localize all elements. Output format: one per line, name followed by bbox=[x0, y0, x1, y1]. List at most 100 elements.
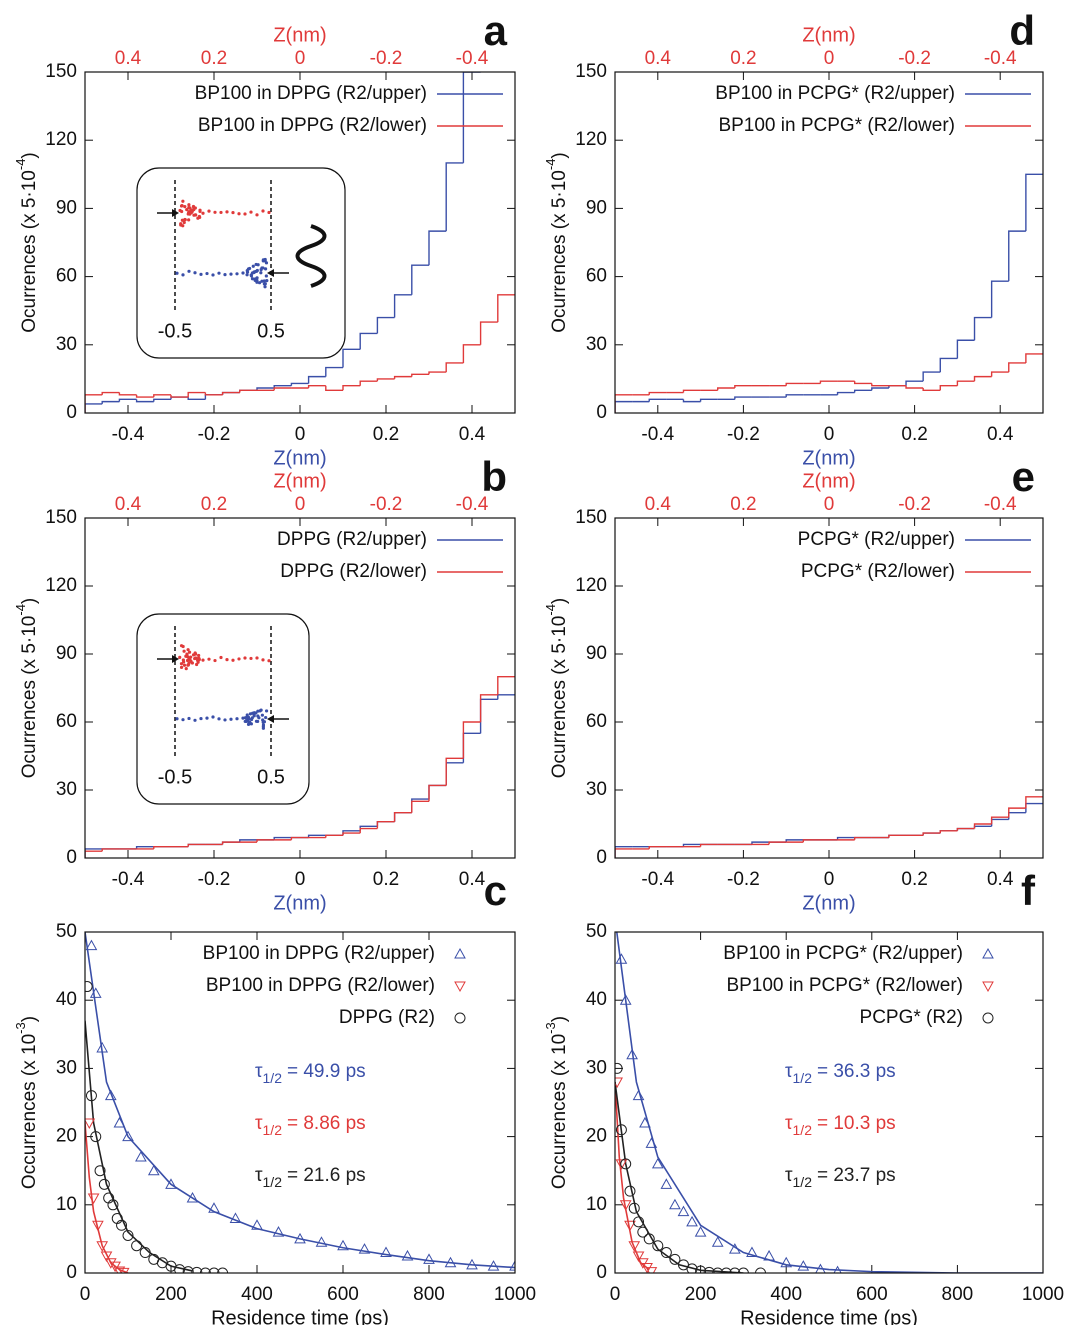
legend-label: BP100 in PCPG* (R2/lower) bbox=[726, 975, 963, 996]
panel-letter: c bbox=[484, 867, 507, 914]
histogram-bin bbox=[751, 841, 770, 845]
inset-dot bbox=[249, 656, 253, 661]
inset-dot bbox=[179, 223, 183, 227]
inset-dot bbox=[260, 713, 264, 717]
marker bbox=[729, 1267, 741, 1273]
x-tick-label: -0.2 bbox=[727, 869, 760, 890]
x2-tick-label: 0.2 bbox=[730, 494, 756, 515]
y-label-text: Ocurrences (x 5·10 bbox=[549, 170, 570, 333]
x-tick-label: 0.4 bbox=[459, 869, 486, 890]
annotation-symbol: τ bbox=[785, 1113, 793, 1134]
y-tick-label: 30 bbox=[56, 1057, 77, 1078]
histogram-bin bbox=[445, 162, 464, 232]
histogram-bin bbox=[153, 398, 171, 402]
marker bbox=[720, 1267, 732, 1273]
inset-dot bbox=[207, 657, 211, 661]
y-label-text: Ocurrences (x 5·10 bbox=[19, 616, 40, 779]
inset-dot bbox=[188, 658, 192, 662]
inset-dot bbox=[223, 273, 227, 277]
y-label-sup: -4 bbox=[13, 604, 28, 616]
marker bbox=[85, 1118, 96, 1129]
inset-frame bbox=[136, 613, 310, 805]
inset-dot bbox=[180, 218, 184, 222]
histogram-bin bbox=[376, 821, 395, 829]
x-tick-label: 0 bbox=[610, 1284, 621, 1305]
histogram-bin bbox=[939, 385, 958, 391]
annotation-text: = 8.86 ps bbox=[287, 1113, 366, 1134]
x-tick-label: 400 bbox=[770, 1284, 802, 1305]
inset-dot bbox=[178, 655, 182, 659]
inset-dot bbox=[182, 663, 187, 667]
inset-dot bbox=[181, 273, 185, 277]
x-tick-label: 200 bbox=[155, 1284, 187, 1305]
marker bbox=[624, 1220, 636, 1232]
panel: 0 30 60 90 120 150 -0.4 -0.2 0 0.2 0.4 0.4 0.2 0 -0.2 -… bbox=[13, 453, 516, 914]
histogram-bin bbox=[428, 784, 447, 800]
marker bbox=[122, 1130, 134, 1142]
histogram-bin bbox=[682, 389, 701, 393]
annotation-text: = 23.7 ps bbox=[817, 1165, 896, 1186]
x-tick-label: 200 bbox=[685, 1284, 717, 1305]
inset-dot bbox=[259, 708, 263, 712]
x2-axis-label: Z(nm) bbox=[273, 470, 326, 492]
histogram-bin bbox=[187, 843, 206, 847]
inset-arrowhead bbox=[267, 269, 274, 277]
marker bbox=[833, 1265, 842, 1273]
histogram-bin bbox=[682, 399, 701, 403]
inset-dot bbox=[199, 272, 203, 276]
x2-tick-label: 0 bbox=[295, 48, 306, 69]
histogram-bin bbox=[1025, 353, 1043, 363]
histogram-bin bbox=[1025, 796, 1043, 809]
x-tick-label: 600 bbox=[327, 1284, 359, 1305]
legend-label: DPPG (R2) bbox=[339, 1007, 435, 1028]
marker bbox=[104, 1089, 117, 1101]
x-tick-label: 0.2 bbox=[901, 869, 927, 890]
y-label-text: Occurrences (x 10 bbox=[19, 1034, 40, 1189]
y-tick-label: 60 bbox=[56, 711, 77, 732]
histogram-bin bbox=[956, 380, 975, 386]
inset-dot bbox=[180, 203, 184, 208]
inset-dot bbox=[241, 716, 245, 720]
histogram-bin bbox=[853, 389, 872, 393]
histogram-bin bbox=[973, 825, 992, 829]
marker bbox=[122, 1229, 134, 1241]
marker bbox=[632, 1251, 645, 1262]
marker bbox=[628, 1202, 640, 1214]
histogram-bin bbox=[717, 387, 735, 391]
x-tick-label: -0.4 bbox=[641, 424, 674, 445]
histogram-bin bbox=[699, 398, 718, 402]
marker bbox=[199, 1267, 211, 1273]
histogram-bin bbox=[239, 839, 257, 843]
inset-dot bbox=[243, 716, 248, 720]
marker bbox=[251, 1219, 263, 1230]
histogram-bin bbox=[273, 385, 292, 388]
marker bbox=[639, 1116, 651, 1128]
marker bbox=[113, 1116, 126, 1128]
histogram-bin bbox=[307, 375, 326, 384]
inset-dot bbox=[217, 717, 221, 721]
histogram-bin bbox=[615, 394, 633, 413]
y-tick-label: 120 bbox=[45, 575, 77, 596]
marker bbox=[620, 1158, 632, 1170]
legend-label: BP100 in PCPG* (R2/upper) bbox=[723, 943, 963, 964]
marker bbox=[444, 1256, 457, 1268]
marker bbox=[694, 1226, 707, 1237]
annotation: τ1/2 = 10.3 ps bbox=[785, 1113, 896, 1138]
plot-frame bbox=[84, 931, 516, 1274]
histogram-bin bbox=[428, 371, 447, 375]
marker bbox=[454, 947, 466, 959]
y-axis-label: Ocurrences (x 5·10-4) bbox=[543, 598, 570, 779]
histogram-bin bbox=[393, 811, 412, 822]
histogram-bin bbox=[221, 391, 240, 395]
marker bbox=[96, 1041, 109, 1053]
x-tick-label: 0.2 bbox=[901, 424, 927, 445]
histogram-bin bbox=[1008, 230, 1026, 282]
histogram-bin bbox=[325, 385, 343, 391]
annotation-text: = 21.6 ps bbox=[287, 1165, 366, 1186]
histogram-bin bbox=[648, 391, 667, 395]
plot-area bbox=[85, 932, 515, 1273]
annotation: τ1/2 = 49.9 ps bbox=[255, 1061, 366, 1086]
inset-dot bbox=[255, 656, 259, 660]
panel: 0 10 20 30 40 50 0 200 400 600 800 1000 Residence ti… bbox=[13, 867, 536, 1329]
inset-dot bbox=[219, 655, 223, 660]
